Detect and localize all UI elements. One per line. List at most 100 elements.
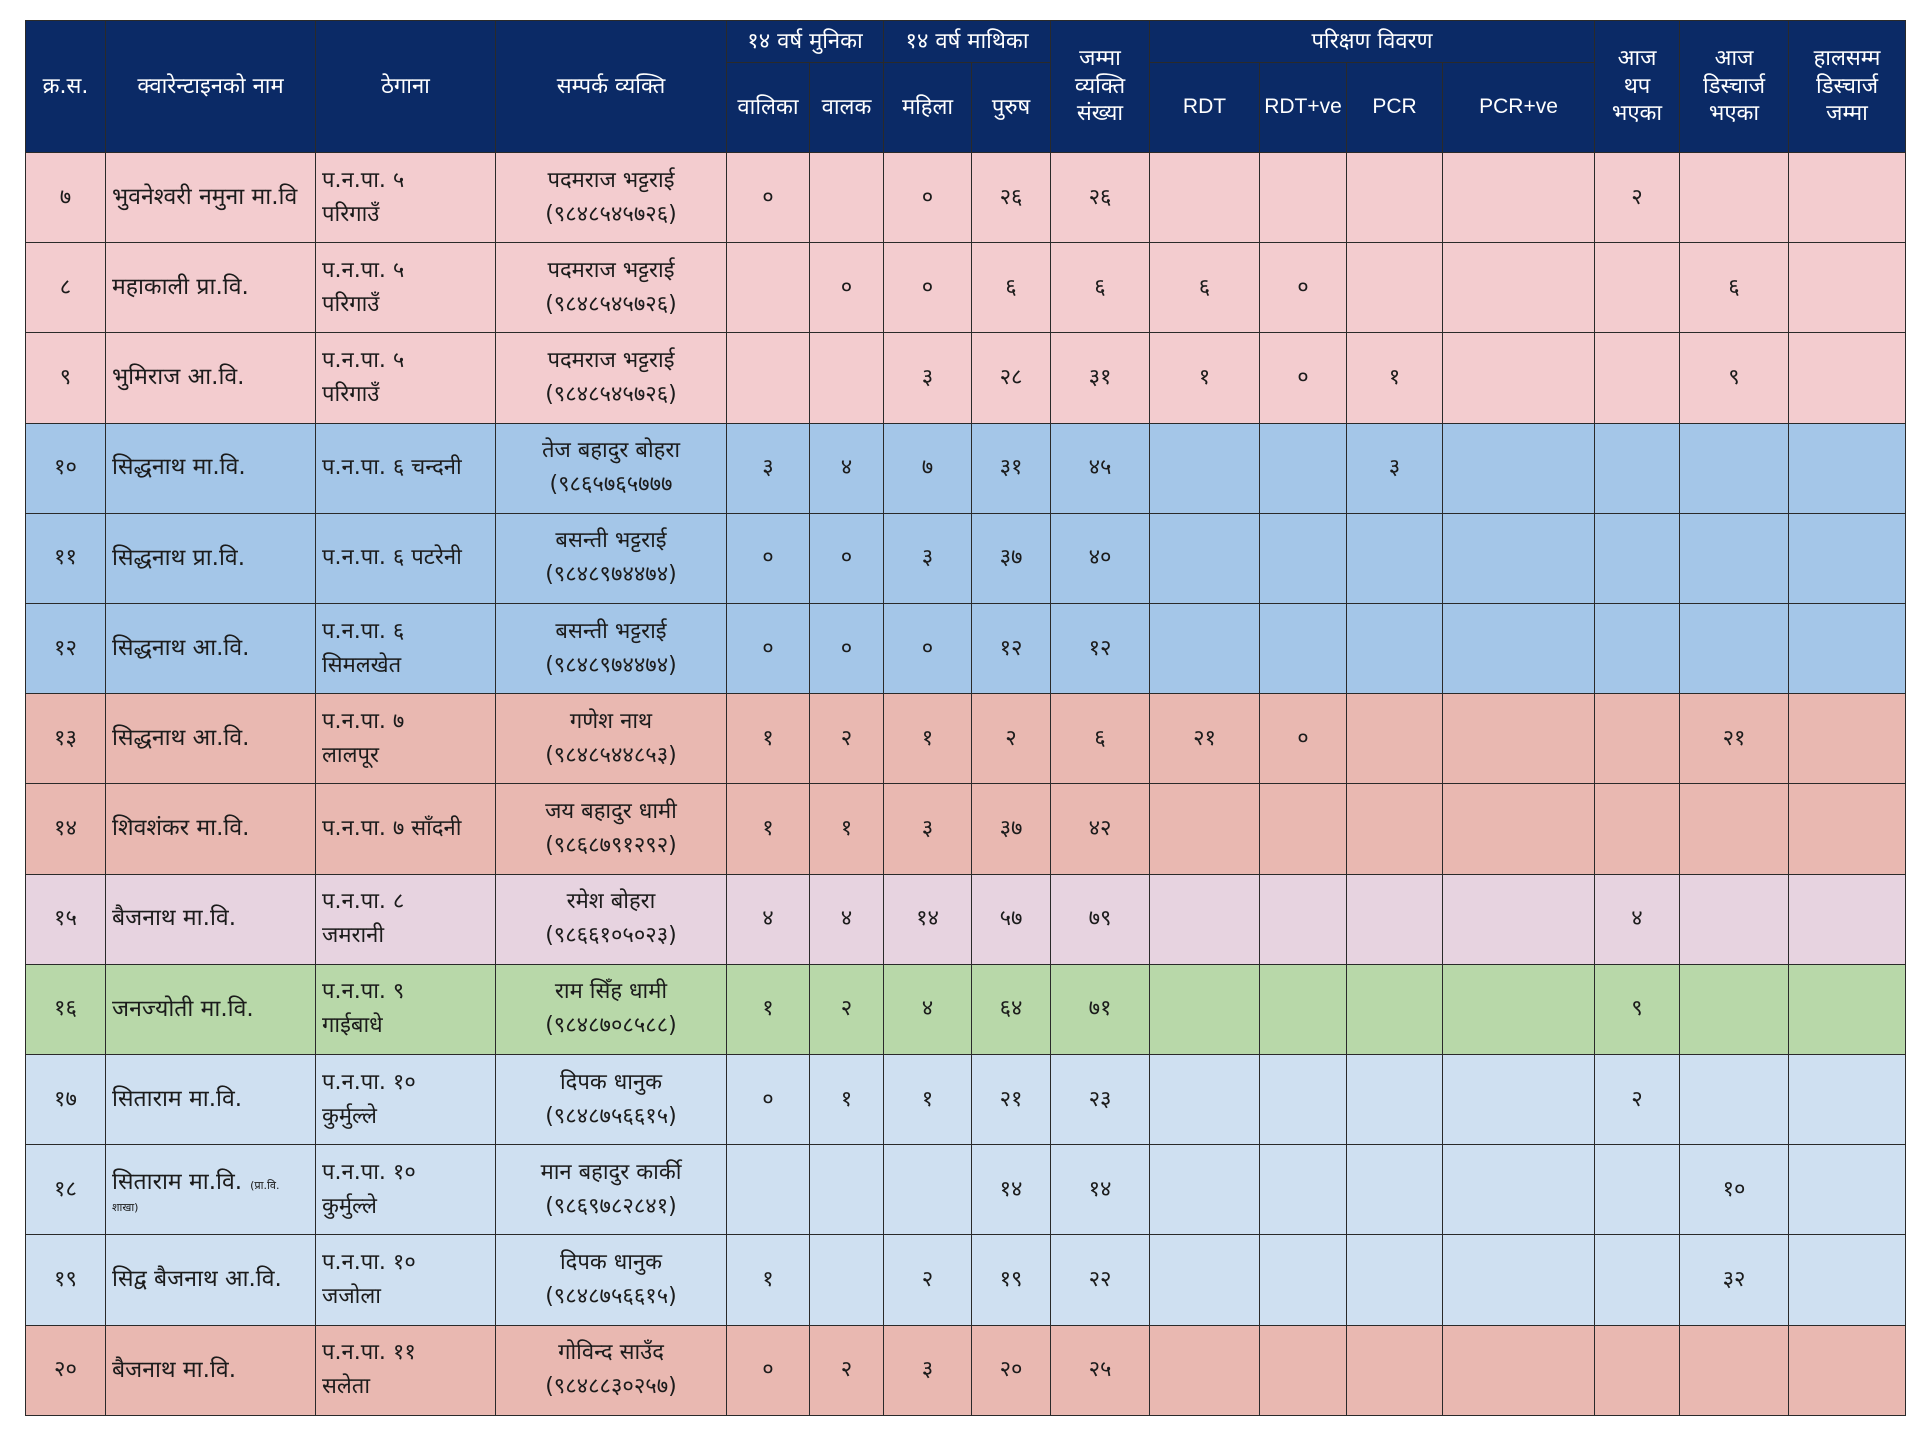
contact-name: पदमराज भट्टराई [547, 257, 675, 283]
boys-cell [808, 1234, 885, 1326]
contact-phone: (९८४८७०८५८८) [545, 1013, 677, 1039]
contact-phone: (९८४८७५६६१५) [545, 1103, 677, 1129]
total-cell: ४० [1050, 512, 1151, 605]
pcr-cell [1346, 963, 1444, 1056]
men-cell: ६ [971, 242, 1052, 334]
discharged-today-cell: ९ [1679, 332, 1790, 424]
address-cell: प.न.पा. ९ गाईबाधे [315, 963, 496, 1056]
address-line: लालपूर [322, 742, 380, 768]
pcr-positive-cell [1442, 1054, 1596, 1146]
men-cell: २१ [971, 1054, 1052, 1146]
address-cell: प.न.पा. ५ परिगाउँ [315, 242, 496, 334]
address-line: प.न.पा. ५ [322, 257, 405, 283]
address-line: प.न.पा. ५ [322, 347, 405, 373]
girls-cell: ० [726, 1054, 810, 1146]
added-today-cell [1594, 603, 1681, 695]
sn-cell: १८ [25, 1144, 106, 1236]
discharged-today-cell [1679, 603, 1790, 695]
address-line: प.न.पा. ७ [322, 708, 405, 734]
sn-cell: २० [25, 1324, 106, 1417]
address-cell: प.न.पा. ५ परिगाउँ [315, 151, 496, 244]
boys-cell: ० [808, 603, 885, 695]
table-row: १९ सिद्व बैजनाथ आ.वि. प.न.पा. १० जजोला दिपक … [25, 1234, 1907, 1326]
discharged-total-cell [1788, 422, 1907, 514]
total-cell: २५ [1050, 1324, 1151, 1417]
rdt-positive-cell [1259, 603, 1348, 695]
total-cell: ४२ [1050, 783, 1151, 875]
discharged-today-cell [1679, 873, 1790, 965]
table-row: १५ बैजनाथ मा.वि. प.न.पा. ८ जमरानी रमेश बोहरा… [25, 873, 1907, 965]
sn-cell: ७ [25, 151, 106, 244]
quarantine-name-cell: सिद्धनाथ आ.वि. [105, 603, 316, 695]
discharged-total-cell [1788, 1234, 1907, 1326]
address-line: कुर्मुल्ले [322, 1103, 377, 1129]
address-cell: प.न.पा. ६ पटरेनी [315, 512, 496, 605]
women-cell: १४ [883, 873, 973, 965]
quarantine-name: सिद्धनाथ प्रा.वि. [112, 544, 246, 571]
added-today-cell [1594, 242, 1681, 334]
contact-cell: मान बहादुर कार्की (९८६९७८२८४१) [495, 1144, 727, 1236]
quarantine-name-cell: बैजनाथ मा.वि. [105, 1324, 316, 1417]
pcr-positive-cell [1442, 422, 1596, 514]
address-cell: प.न.पा. ८ जमरानी [315, 873, 496, 965]
rdt-positive-cell [1259, 963, 1348, 1056]
quarantine-name: सिद्धनाथ आ.वि. [112, 634, 250, 661]
address-cell: प.न.पा. ५ परिगाउँ [315, 332, 496, 424]
women-cell: ० [883, 603, 973, 695]
discharged-total-cell [1788, 1054, 1907, 1146]
contact-name: रमेश बोहरा [566, 889, 656, 915]
men-cell: १२ [971, 603, 1052, 695]
header-rdt-positive: RDT+ve [1259, 62, 1348, 153]
pcr-cell [1346, 242, 1444, 334]
address-line: प.न.पा. ११ [322, 1340, 416, 1366]
contact-cell: बसन्ती भट्टराई (९८४८९७४४७४) [495, 512, 727, 605]
pcr-positive-cell [1442, 332, 1596, 424]
men-cell: १९ [971, 1234, 1052, 1326]
quarantine-name: सिद्धनाथ मा.वि. [112, 454, 246, 481]
address-line: प.न.पा. १० [322, 1069, 416, 1095]
contact-name: दिपक धानुक [559, 1249, 663, 1275]
total-cell: ६ [1050, 693, 1151, 785]
quarantine-name-cell: शिवशंकर मा.वि. [105, 783, 316, 875]
quarantine-name: सिताराम मा.वि. [112, 1169, 243, 1196]
pcr-cell [1346, 693, 1444, 785]
women-cell: ४ [883, 963, 973, 1056]
header-added-today: आज थप भएका [1594, 20, 1681, 153]
address-line: प.न.पा. १० [322, 1249, 416, 1275]
quarantine-name-cell: सिद्धनाथ आ.वि. [105, 693, 316, 785]
quarantine-name-cell: सिद्धनाथ मा.वि. [105, 422, 316, 514]
boys-cell: ४ [808, 422, 885, 514]
table-body: ७ भुवनेश्वरी नमुना मा.वि प.न.पा. ५ परिगाउँ प… [25, 151, 1907, 1417]
rdt-cell [1149, 1054, 1261, 1146]
contact-cell: गणेश नाथ (९८४८५४४८५३) [495, 693, 727, 785]
contact-phone: (९८४८५४५७२६) [545, 382, 677, 407]
table-row: १४ शिवशंकर मा.वि. प.न.पा. ७ साँदनी जय बहादु… [25, 783, 1907, 875]
total-cell: ४५ [1050, 422, 1151, 514]
contact-phone: (९८४८८३०२५७) [545, 1374, 677, 1400]
pcr-positive-cell [1442, 693, 1596, 785]
table-row: ८ महाकाली प्रा.वि. प.न.पा. ५ परिगाउँ पदमराज … [25, 242, 1907, 334]
discharged-total-cell [1788, 1324, 1907, 1417]
address-cell: प.न.पा. ६ चन्दनी [315, 422, 496, 514]
total-cell: १४ [1050, 1144, 1151, 1236]
rdt-positive-cell [1259, 1054, 1348, 1146]
header-men: पुरुष [971, 62, 1052, 153]
table-row: ७ भुवनेश्वरी नमुना मा.वि प.न.पा. ५ परिगाउँ प… [25, 151, 1907, 244]
rdt-cell [1149, 151, 1261, 244]
rdt-cell [1149, 1144, 1261, 1236]
quarantine-name: सिद्धनाथ आ.वि. [112, 725, 250, 751]
added-today-cell [1594, 332, 1681, 424]
contact-cell: तेज बहादुर बोहरा (९८६५७६५७७७ [495, 422, 727, 514]
boys-cell: ० [808, 242, 885, 334]
contact-cell: पदमराज भट्टराई (९८४८५४५७२६) [495, 151, 727, 244]
rdt-cell [1149, 422, 1261, 514]
discharged-today-cell: १० [1679, 1144, 1790, 1236]
quarantine-name-cell: सिद्व बैजनाथ आ.वि. [105, 1234, 316, 1326]
address-line: सिमलखेत [322, 652, 402, 678]
discharged-total-cell [1788, 242, 1907, 334]
rdt-positive-cell [1259, 873, 1348, 965]
pcr-positive-cell [1442, 1234, 1596, 1326]
women-cell: ३ [883, 1324, 973, 1417]
contact-phone: (९८४८९७४४७४) [545, 562, 677, 588]
quarantine-name-cell: जनज्योती मा.वि. [105, 963, 316, 1056]
